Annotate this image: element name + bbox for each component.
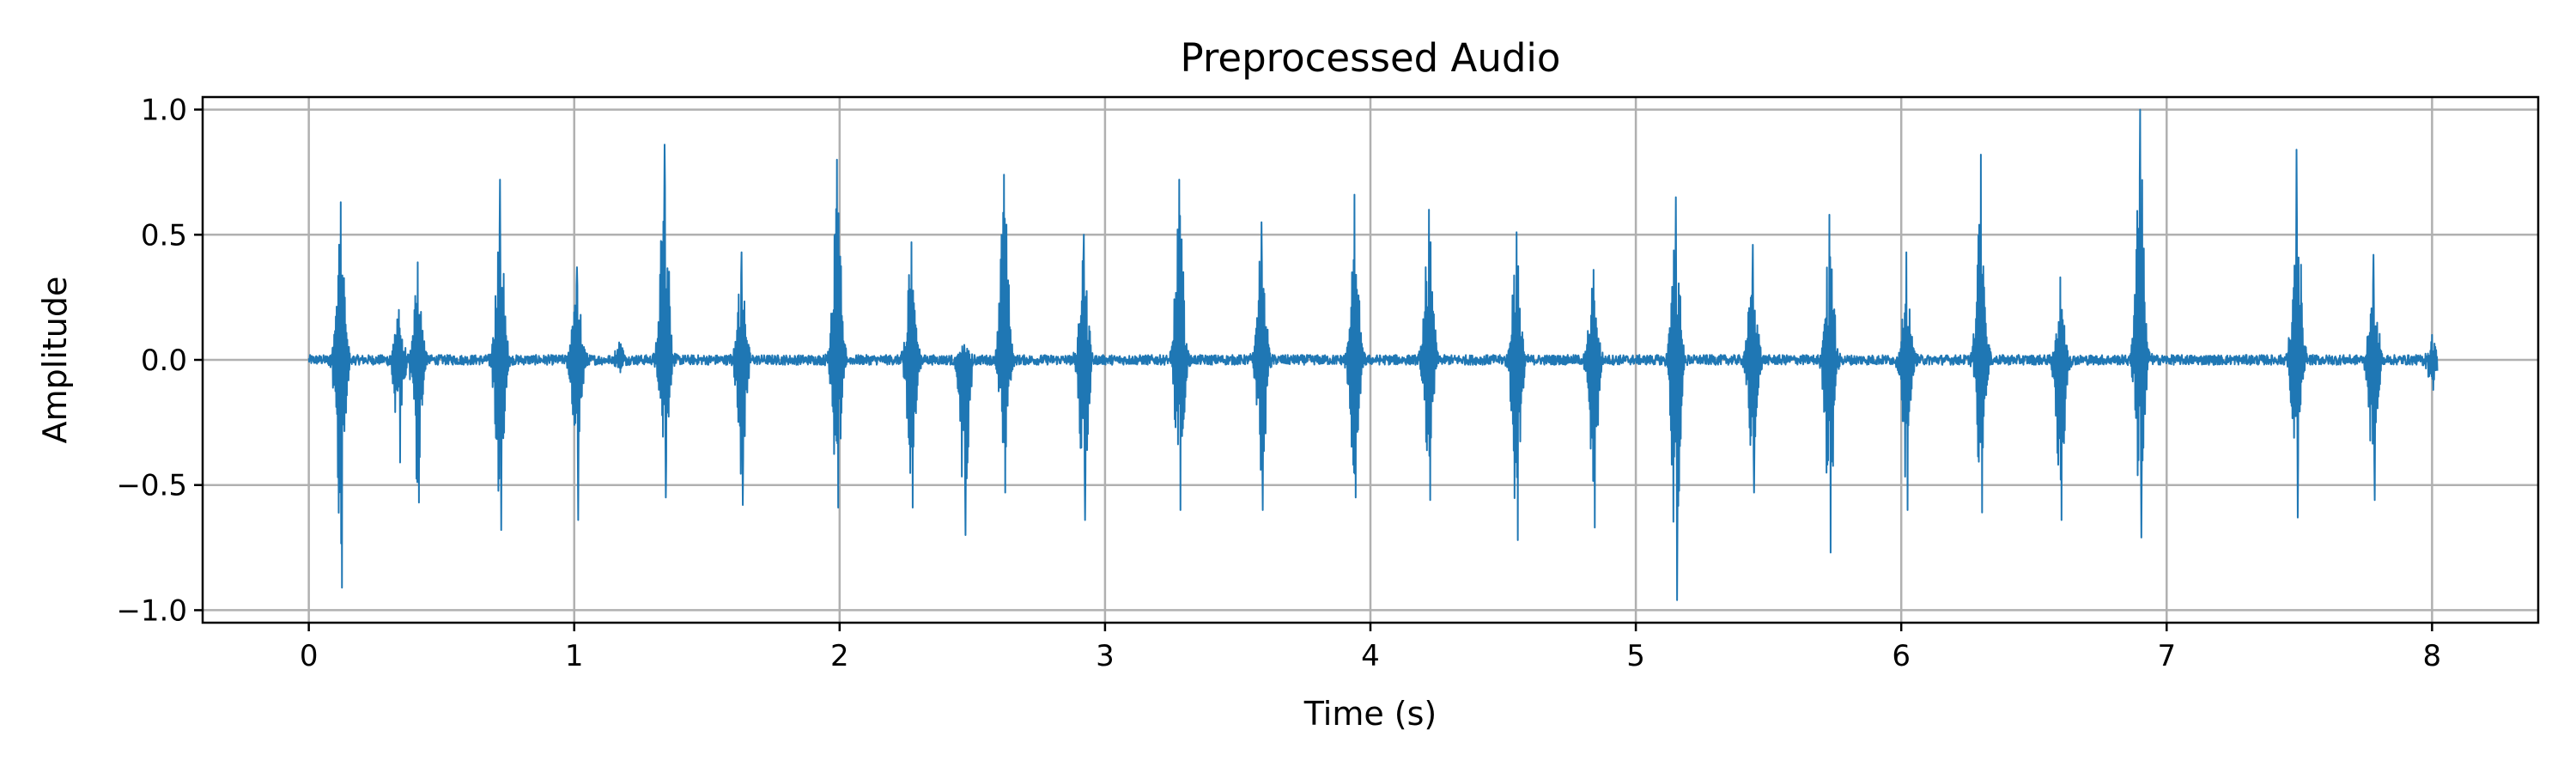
burst-peak-point bbox=[2431, 334, 2433, 336]
burst-trough-point bbox=[1003, 491, 1005, 493]
burst-peak-point bbox=[910, 241, 912, 243]
burst-peak-point bbox=[398, 309, 400, 311]
burst-peak-point bbox=[1353, 194, 1355, 196]
burst-trough-point bbox=[664, 496, 665, 498]
burst-trough-point bbox=[1905, 509, 1907, 511]
x-tick-label: 8 bbox=[2423, 639, 2442, 673]
burst-peak-point bbox=[1261, 222, 1262, 223]
burst-trough-point bbox=[910, 507, 912, 508]
burst-peak-point bbox=[1593, 269, 1595, 271]
burst-trough-point bbox=[2296, 517, 2298, 519]
burst-peak-point bbox=[499, 179, 501, 180]
burst-peak-point bbox=[1980, 154, 1982, 155]
y-tick-label: −0.5 bbox=[116, 469, 187, 503]
burst-trough-point bbox=[398, 461, 400, 463]
burst-trough-point bbox=[340, 587, 342, 588]
burst-peak-point bbox=[2296, 149, 2298, 150]
y-tick-label: 0.0 bbox=[141, 344, 187, 378]
burst-peak-point bbox=[1905, 252, 1907, 253]
waveform-line bbox=[307, 108, 2439, 601]
burst-peak-point bbox=[2372, 254, 2374, 256]
burst-trough-point bbox=[1428, 499, 1430, 501]
x-tick-label: 1 bbox=[565, 639, 584, 673]
burst-trough-point bbox=[1516, 539, 1517, 541]
burst-trough-point bbox=[576, 520, 578, 521]
burst-peak-point bbox=[576, 266, 578, 268]
burst-peak-point bbox=[340, 201, 342, 203]
x-tick-label: 7 bbox=[2157, 639, 2176, 673]
burst-peak-point bbox=[2060, 277, 2062, 278]
burst-trough-point bbox=[1752, 491, 1753, 493]
burst-trough-point bbox=[499, 529, 501, 531]
burst-trough-point bbox=[2139, 537, 2141, 539]
burst-peak-point bbox=[1083, 234, 1084, 235]
x-tick-label: 6 bbox=[1892, 639, 1911, 673]
burst-peak-point bbox=[1752, 244, 1753, 246]
burst-peak-point bbox=[618, 342, 620, 344]
x-tick-label: 5 bbox=[1626, 639, 1645, 673]
burst-trough-point bbox=[618, 372, 620, 374]
burst-trough-point bbox=[1674, 600, 1676, 601]
burst-peak-point bbox=[1674, 197, 1676, 198]
burst-trough-point bbox=[836, 507, 838, 508]
x-tick-label: 3 bbox=[1096, 639, 1115, 673]
burst-peak-point bbox=[416, 261, 418, 263]
burst-peak-point bbox=[1003, 173, 1005, 175]
burst-peak-point bbox=[1829, 214, 1831, 216]
x-tick-label: 4 bbox=[1361, 639, 1380, 673]
burst-trough-point bbox=[1353, 496, 1355, 498]
burst-peak-point bbox=[740, 252, 742, 253]
burst-trough-point bbox=[1980, 512, 1982, 514]
burst-trough-point bbox=[740, 504, 742, 506]
burst-peak-point bbox=[664, 143, 665, 145]
x-tick-label: 2 bbox=[830, 639, 849, 673]
plot-area bbox=[307, 108, 2439, 601]
burst-peak-point bbox=[1178, 179, 1180, 180]
chart-title: Preprocessed Audio bbox=[1181, 35, 1561, 81]
burst-trough-point bbox=[416, 502, 418, 503]
y-tick-label: 1.0 bbox=[141, 94, 187, 128]
burst-trough-point bbox=[1829, 551, 1831, 553]
burst-trough-point bbox=[1593, 526, 1595, 528]
y-axis-ticks: −1.0 −0.5 0.0 0.5 1.0 bbox=[116, 94, 203, 628]
grid bbox=[203, 97, 2538, 623]
x-tick-label: 0 bbox=[300, 639, 319, 673]
burst-trough-point bbox=[1261, 509, 1262, 511]
x-axis-label: Time (s) bbox=[1303, 695, 1437, 733]
burst-peak-point bbox=[1516, 231, 1517, 233]
burst-trough-point bbox=[2372, 499, 2374, 501]
burst-peak-point bbox=[963, 344, 965, 346]
y-tick-label: −1.0 bbox=[116, 593, 187, 628]
burst-peak-point bbox=[2139, 109, 2141, 111]
burst-trough-point bbox=[963, 534, 965, 536]
burst-peak-point bbox=[836, 159, 838, 161]
burst-peak-point bbox=[1428, 209, 1430, 210]
burst-trough-point bbox=[2431, 389, 2433, 391]
burst-trough-point bbox=[2060, 520, 2062, 521]
x-axis-ticks: 0 1 2 3 4 5 6 7 8 bbox=[300, 623, 2441, 673]
burst-trough-point bbox=[1178, 509, 1180, 511]
y-tick-label: 0.5 bbox=[141, 218, 187, 253]
y-axis-label: Amplitude bbox=[36, 277, 74, 444]
burst-trough-point bbox=[1083, 520, 1084, 521]
